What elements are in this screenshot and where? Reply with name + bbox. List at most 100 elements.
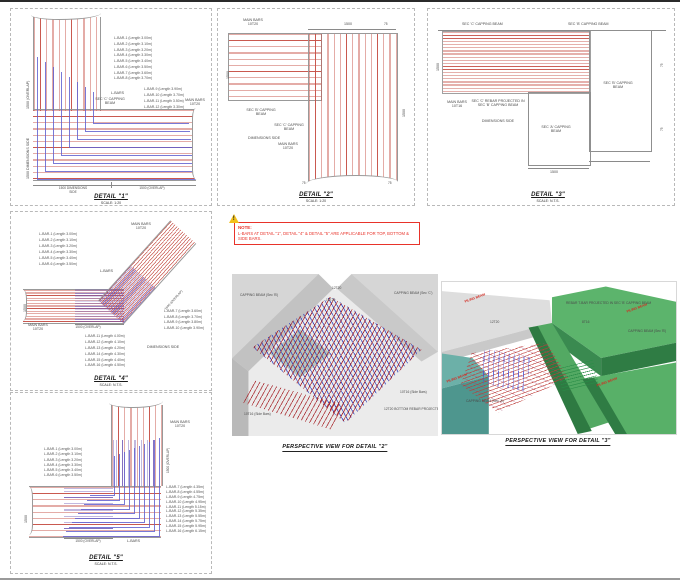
bar-label: L-BAR-4 (Length 3.30m) (39, 249, 78, 254)
sec-c-capping-beam-label: SEC 'C' CAPPING BEAM (274, 123, 304, 132)
lbar-line (84, 452, 125, 505)
bar-label: L-BAR-2 (Length 3.10m) (114, 41, 153, 46)
bar-label: L-BAR-13 (Length 5.55m) (166, 514, 207, 519)
bar-label: L-BAR-9 (Length 4.75m) (166, 494, 205, 499)
lbars-label: L-BARS (111, 91, 124, 95)
bar-label: L-BAR-11 (Length 5.15m) (166, 504, 206, 509)
dimensions-side-label: DIMENSIONS SIDE (147, 345, 180, 349)
dimension-line (308, 29, 396, 30)
rebar-projected-note: REBAR T-BAR PROJECTED IN SEC 'B' CAPPING… (566, 301, 652, 305)
capping-beam-top-line (438, 30, 666, 31)
capping-beam-right-label: CAPPING BEAM (Sec 'C') (394, 291, 433, 295)
perspective-detail-2: CAPPING BEAM (Sec 'B') 12T20 10T20 CAPPI… (232, 268, 438, 466)
dim-left: 1500 (24, 515, 28, 523)
perspective-detail-3: PILING BEAM PILING BEAM PILING BEAM PILI… (441, 281, 677, 453)
dim-left-top: 1500 (OVERLAP) (26, 80, 30, 109)
main-bars-label: MAIN BARS 10T20 (170, 420, 190, 429)
main-bars-top-label: MAIN BARS 10T20 (131, 222, 151, 231)
bar-label: L-BAR-12 (Length 5.35m) (166, 509, 207, 514)
dim-75-a: 75 (660, 63, 664, 67)
dim-left: 1500 (226, 71, 230, 79)
bar-label: L-BAR-1 (Length 3.00m) (44, 447, 83, 451)
perspective-2-title: PERSPECTIVE VIEW FOR DETAIL "2" (282, 444, 388, 452)
dim-75-top: 75 (384, 22, 388, 26)
lbar-label-list: L-BAR-1 (Length 3.00m) L-BAR-2 (Length 3.… (114, 36, 152, 81)
bar-label: L-BAR-10 (Length 3.90m) (164, 325, 205, 330)
sec-c-capping-beam-top-label: SEC 'C' CAPPING BEAM (462, 22, 503, 26)
detail-3-scale: SCALE: N.T.S. (536, 198, 560, 203)
capping-beam-b-label: CAPPING BEAM (Sec 'B') (628, 329, 667, 333)
lbar-line (61, 72, 193, 156)
bar-label: L-BAR-6 (Length 3.50m) (114, 64, 153, 69)
sec-a-capping-beam-label: SEC 'A' CAPPING BEAM (541, 125, 571, 134)
lbar-line (53, 67, 194, 164)
bottom-rebar-note: 12T20 BOTTOM REBAR PROJECTED IN SEC 'C' … (384, 407, 438, 411)
dim-75-bottom-left: 75 (302, 181, 306, 185)
lbar-line (37, 57, 196, 180)
detail-4-scale: SCALE: N.T.S. (99, 382, 123, 387)
break-line (306, 175, 398, 184)
break-line (25, 487, 33, 535)
bar-label: L-BAR-12 (Length 3.30m) (144, 104, 185, 109)
lbar-line (69, 77, 192, 148)
beam-bottom-line (589, 161, 650, 162)
bar-label: L-BAR-3 (Length 3.20m) (39, 243, 78, 248)
bar-label: L-BAR-4 (Length 3.30m) (44, 462, 83, 467)
dim-bottom-left: 1500 DIMENSIONS SIDE (58, 186, 88, 194)
main-bars-label: MAIN BARS 10T16 (447, 100, 467, 109)
detail-2-horizontal-rebar-band (228, 33, 322, 101)
side-bars-left-label: 10T16 (Side Bars) (244, 412, 271, 416)
dim-left: 1500 (23, 304, 27, 312)
overlap-dim: 1500 (OVERLAP) (75, 325, 101, 329)
break-line (19, 290, 27, 321)
bar-label: L-BAR-4 (Length 3.30m) (114, 53, 153, 58)
bars-12t20-label: 12T20 (490, 320, 500, 324)
lbar-line (69, 442, 150, 528)
lbar-line (72, 444, 145, 523)
overlap-diag-dim: 1500 (OVERLAP) (163, 289, 184, 311)
detail-1-title: DETAIL "1" (94, 194, 128, 200)
bar-label: L-BAR-7 (Length 3.60m) (164, 309, 203, 313)
bar-label: L-BAR-3 (Length 3.20m) (44, 457, 83, 462)
sec-c-capping-beam-label: SEC 'C' CAPPING BEAM (95, 97, 125, 106)
sec-b-capping-beam-top-label: SEC 'B' CAPPING BEAM (568, 22, 609, 26)
detail-4-title: DETAIL "4" (94, 376, 128, 382)
bar-label: L-BAR-8 (Length 4.55m) (166, 489, 205, 494)
main-bars-label: MAIN BARS 10T20 (185, 98, 205, 107)
dim-left: 1500 (436, 63, 440, 71)
bar-label: L-BAR-5 (Length 3.40m) (44, 468, 83, 473)
detail-3-title: DETAIL "3" (531, 192, 565, 198)
bar-label: L-BAR-16 (Length 4.50m) (85, 363, 126, 368)
break-line (192, 108, 201, 180)
detail-1-horizontal-rebar-band (33, 109, 196, 181)
dim-bottom: 1500 (550, 170, 558, 174)
bar-label: L-BAR-15 (Length 4.40m) (85, 357, 126, 362)
bar-label: L-BAR-11 (Length 3.50m) (144, 98, 184, 103)
dim-75-b: 75 (660, 127, 664, 131)
bar-label: L-BAR-1 (Length 3.00m) (114, 36, 153, 40)
dimension-line (64, 538, 113, 539)
warning-icon (229, 214, 239, 223)
main-bars-bottom-label: MAIN BARS 10T20 (28, 323, 48, 332)
bar-label: L-BAR-6 (Length 3.50m) (39, 261, 78, 266)
detail-5-vertical-overlap (113, 440, 159, 486)
dim-top: 1500 (344, 22, 352, 26)
break-line (31, 12, 101, 20)
sec-b-capping-beam-outline (589, 30, 652, 152)
bar-label: L-BAR-14 (Length 5.75m) (166, 519, 207, 524)
dimension-tick (111, 182, 112, 188)
beam-dark-face (232, 358, 249, 436)
lbar-line (78, 448, 135, 514)
lbar-line (81, 450, 130, 510)
dimensions-side-label: DIMENSIONS SIDE (248, 136, 281, 140)
bar-label: L-BAR-14 (Length 4.30m) (85, 351, 126, 356)
bar-label: L-BAR-6 (Length 3.50m) (44, 473, 83, 478)
lbar-line (45, 62, 195, 172)
bar-label: L-BAR-7 (Length 4.35m) (166, 485, 205, 489)
bar-label: L-BAR-1 (Length 3.00m) (39, 232, 78, 236)
capping-beam-left-label: CAPPING BEAM (Sec 'B') (240, 293, 279, 297)
dim-bottom-right: 1500 (OVERLAP) (139, 186, 165, 190)
detail-4-panel: L-BAR-1 (Length 3.00m) L-BAR-2 (Length 3.… (10, 211, 212, 391)
lbar-label-list: L-BAR-1 (Length 3.00m) L-BAR-2 (Length 3.… (39, 232, 77, 267)
